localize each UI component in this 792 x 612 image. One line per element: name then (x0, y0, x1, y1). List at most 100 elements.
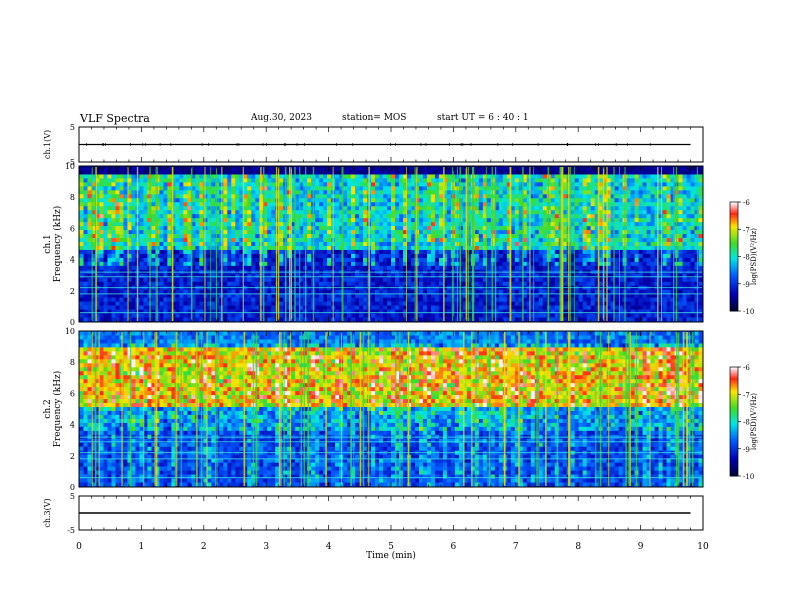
spectrogram-cell (490, 190, 496, 195)
spectrogram-cell (375, 226, 380, 231)
spectrogram-cell (215, 313, 220, 318)
spectrogram-cell (474, 289, 480, 294)
spectrogram-cell (359, 202, 364, 207)
spectrogram-cell (426, 238, 432, 243)
spectrogram-cell (434, 257, 440, 263)
spectrogram-cell (315, 297, 320, 302)
spectrogram-cell (115, 174, 120, 179)
spectrogram-cell (474, 202, 480, 207)
spectrogram-cell (355, 182, 360, 187)
spectrogram-cell (175, 301, 180, 306)
spectrogram-cell (227, 222, 232, 227)
spectrogram-cell (490, 234, 496, 239)
spectrogram-cell (319, 202, 324, 207)
spectrogram-cell (251, 313, 256, 318)
spectrogram-cell (359, 297, 364, 302)
spectrogram-cell (335, 234, 340, 239)
spectrogram-cell (359, 206, 364, 211)
spectrogram-cell (406, 186, 412, 191)
spectrogram-cell (486, 305, 492, 310)
spectrogram-cell (115, 182, 120, 187)
spectrogram-cell (363, 245, 368, 251)
spectrogram-cell (255, 210, 260, 215)
spectrogram-cell (359, 186, 364, 191)
spectrogram-cell (430, 261, 436, 267)
spectrogram-cell (343, 218, 348, 223)
spectrogram-cell (522, 182, 528, 187)
spectrogram-cell (151, 253, 156, 259)
spectrogram-cell (223, 222, 228, 227)
spectrogram-cell (95, 245, 100, 251)
spectrogram-cell (375, 210, 380, 215)
spectrogram-cell (522, 242, 528, 247)
spectrogram-cell (383, 257, 388, 263)
spectrogram-cell (506, 249, 512, 255)
spectrogram-cell (478, 218, 484, 223)
spectrogram-cell (171, 178, 176, 183)
spectrogram-cell (87, 245, 92, 251)
spectrogram-cell (383, 242, 388, 247)
spectrogram-cell (275, 249, 280, 255)
spectrogram-cell (91, 301, 96, 306)
spectrogram-cell (299, 317, 304, 322)
spectrogram-cell (574, 214, 579, 219)
spectrogram-cell (438, 214, 444, 219)
spectrogram-cell (343, 317, 348, 322)
spectrogram-cell (95, 166, 100, 171)
spectrogram-cell (458, 293, 464, 298)
spectrogram-cell (119, 297, 124, 302)
spectrogram-cell (119, 277, 124, 283)
spectrogram-cell (163, 253, 168, 259)
spectrogram-cell (402, 281, 408, 287)
spectrogram-cell (542, 182, 548, 187)
spectrogram-cell (486, 253, 492, 259)
spectrogram-cell (327, 202, 332, 207)
spectrogram-cell (343, 182, 348, 187)
spectrogram-cell (183, 281, 188, 287)
spectrogram-cell (151, 297, 156, 302)
spectrogram-cell (251, 178, 256, 183)
spectrogram-cell (422, 222, 428, 227)
spectrogram-cell (391, 305, 396, 310)
spectrogram-cell (343, 222, 348, 227)
spectrogram-cell (426, 202, 432, 207)
spectrogram-cell (183, 170, 188, 175)
spectrogram-cell (163, 242, 168, 247)
spectrogram-cell (299, 230, 304, 235)
spectrogram-cell (319, 313, 324, 318)
spectrogram-cell (478, 210, 484, 215)
spectrogram-cell (123, 234, 128, 239)
spectrogram-cell (159, 226, 164, 231)
spectrogram-cell (458, 210, 464, 215)
spectrogram-cell (195, 277, 200, 283)
spectrogram-cell (438, 218, 444, 223)
spectrogram-cell (351, 186, 356, 191)
spectrogram-cell (211, 253, 216, 259)
spectrogram-cell (534, 253, 540, 259)
spectrogram-cell (79, 210, 84, 215)
spectrogram-cell (159, 186, 164, 191)
spectrogram-cell (327, 245, 332, 251)
spectrogram-cell (335, 265, 340, 271)
spectrogram-cell (127, 210, 132, 215)
spectrogram-cell (275, 257, 280, 263)
spectrogram-cell (474, 265, 480, 271)
spectrogram-cell (510, 273, 516, 279)
spectrogram-cell (562, 313, 568, 318)
spectrogram-cell (363, 305, 368, 310)
spectrogram-cell (171, 214, 176, 219)
spectrogram-cell (243, 238, 248, 243)
spectrogram-cell (498, 206, 504, 211)
spectrogram-cell (482, 166, 488, 171)
spectrogram-cell (275, 230, 280, 235)
spectrogram-cell (402, 226, 408, 231)
spectrogram-cell (482, 253, 488, 259)
spectrogram-cell (83, 170, 88, 175)
spectrogram-cell (422, 198, 428, 203)
spectrogram-cell (151, 289, 156, 294)
spectrogram-cell (371, 253, 376, 259)
spectrogram-cell (295, 273, 300, 279)
spectrogram-cell (171, 297, 176, 302)
spectrogram-cell (422, 317, 428, 322)
spectrogram-cell (231, 234, 236, 239)
